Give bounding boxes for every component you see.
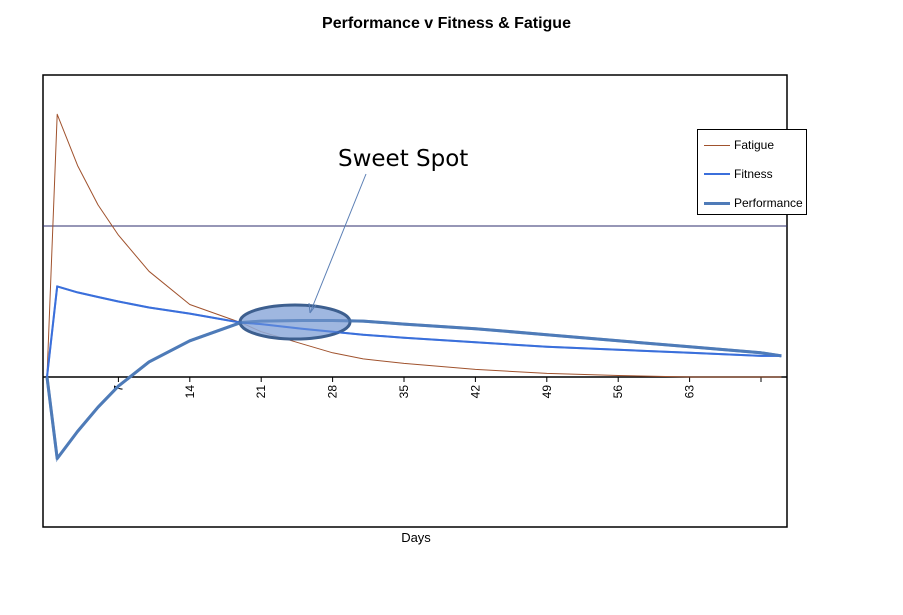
legend-item-fitness: Fitness bbox=[704, 166, 773, 182]
svg-text:14: 14 bbox=[183, 385, 197, 399]
legend-item-fatigue: Fatigue bbox=[704, 137, 774, 153]
legend-item-performance: Performance bbox=[704, 195, 803, 211]
svg-text:63: 63 bbox=[683, 385, 697, 399]
fatigue-swatch-icon bbox=[704, 144, 730, 146]
legend: Fatigue Fitness Performance bbox=[697, 129, 807, 215]
svg-text:35: 35 bbox=[397, 385, 411, 399]
svg-text:21: 21 bbox=[254, 385, 268, 399]
fitness-swatch-icon bbox=[704, 173, 730, 175]
svg-text:28: 28 bbox=[326, 385, 340, 399]
legend-label: Performance bbox=[734, 196, 803, 210]
sweet-spot-annotation bbox=[45, 173, 782, 463]
annotation-label: Sweet Spot bbox=[338, 146, 469, 172]
performance-swatch-icon bbox=[704, 201, 730, 205]
x-axis-label: Days bbox=[401, 530, 431, 545]
legend-label: Fatigue bbox=[734, 138, 775, 152]
svg-text:56: 56 bbox=[611, 385, 625, 399]
svg-text:49: 49 bbox=[540, 385, 554, 399]
chart-title: Performance v Fitness & Fatigue bbox=[322, 15, 571, 32]
legend-label: Fitness bbox=[734, 167, 773, 181]
plot-area bbox=[42, 74, 788, 528]
svg-text:42: 42 bbox=[468, 385, 482, 399]
